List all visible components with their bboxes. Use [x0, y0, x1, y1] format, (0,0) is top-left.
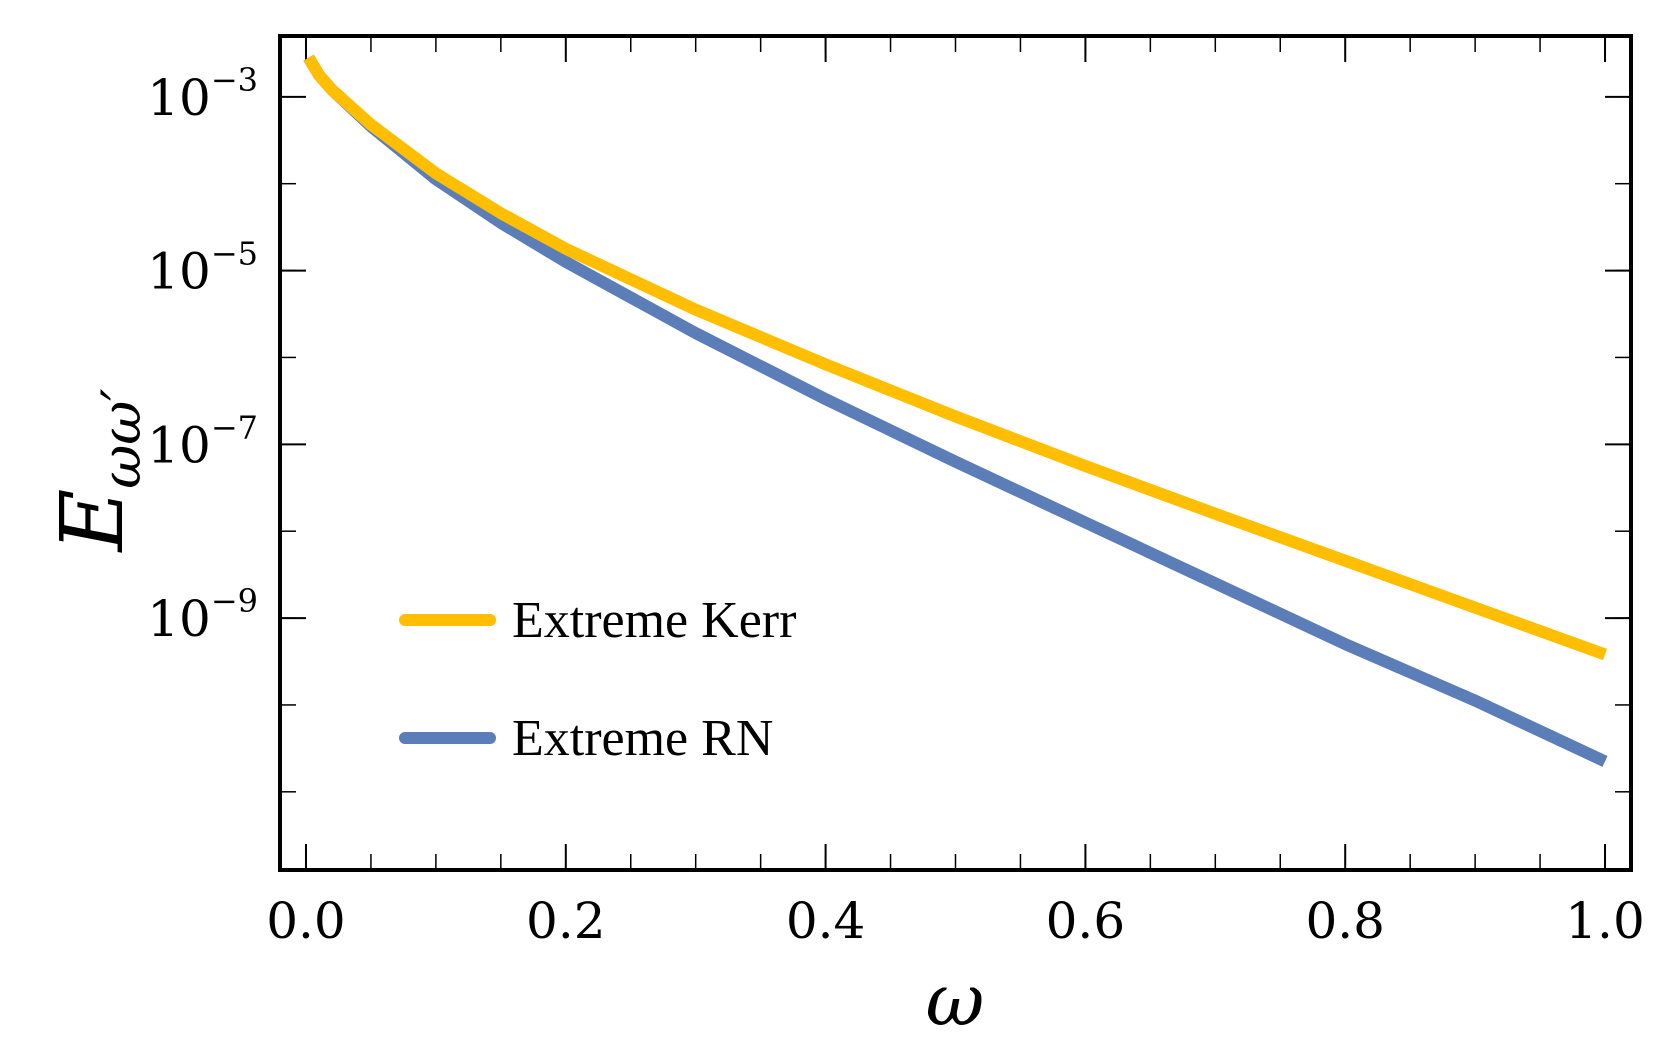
x-tick-label: 0.4 [786, 892, 866, 950]
y-tick-label: 10−3 [147, 61, 258, 127]
plot-frame [278, 34, 1633, 872]
y-tick-label: 10−7 [147, 408, 258, 474]
series-line-extreme-kerr [303, 54, 1608, 661]
series-line-extreme-rn [303, 54, 1608, 767]
x-tick-label: 0.2 [526, 892, 606, 950]
x-tick-label: 1.0 [1565, 892, 1645, 950]
series-lines [303, 54, 1608, 767]
y-tick-labels: 10−3 10−5 10−7 10−9 [147, 61, 258, 648]
x-tick-label: 0.6 [1046, 892, 1126, 950]
x-axis-title: ω [926, 958, 985, 1042]
legend-label-rn: Extreme RN [512, 710, 773, 767]
svg-text:Eωω′: Eωω′ [43, 388, 153, 553]
x-tick-label: 0.8 [1305, 892, 1385, 950]
y-tick-label: 10−9 [147, 582, 258, 648]
major-ticks [280, 36, 1631, 870]
y-axis-title-sub: ωω′ [90, 388, 153, 488]
minor-ticks [280, 36, 1631, 870]
y-axis-title-base: E [43, 489, 143, 554]
legend-label-kerr: Extreme Kerr [512, 592, 796, 649]
y-axis-title: Eωω′ [43, 388, 153, 553]
x-tick-labels: 0.0 0.2 0.4 0.6 0.8 1.0 [266, 892, 1645, 950]
x-tick-label: 0.0 [266, 892, 346, 950]
legend: Extreme Kerr Extreme RN [399, 592, 796, 767]
y-tick-label: 10−5 [147, 235, 258, 301]
